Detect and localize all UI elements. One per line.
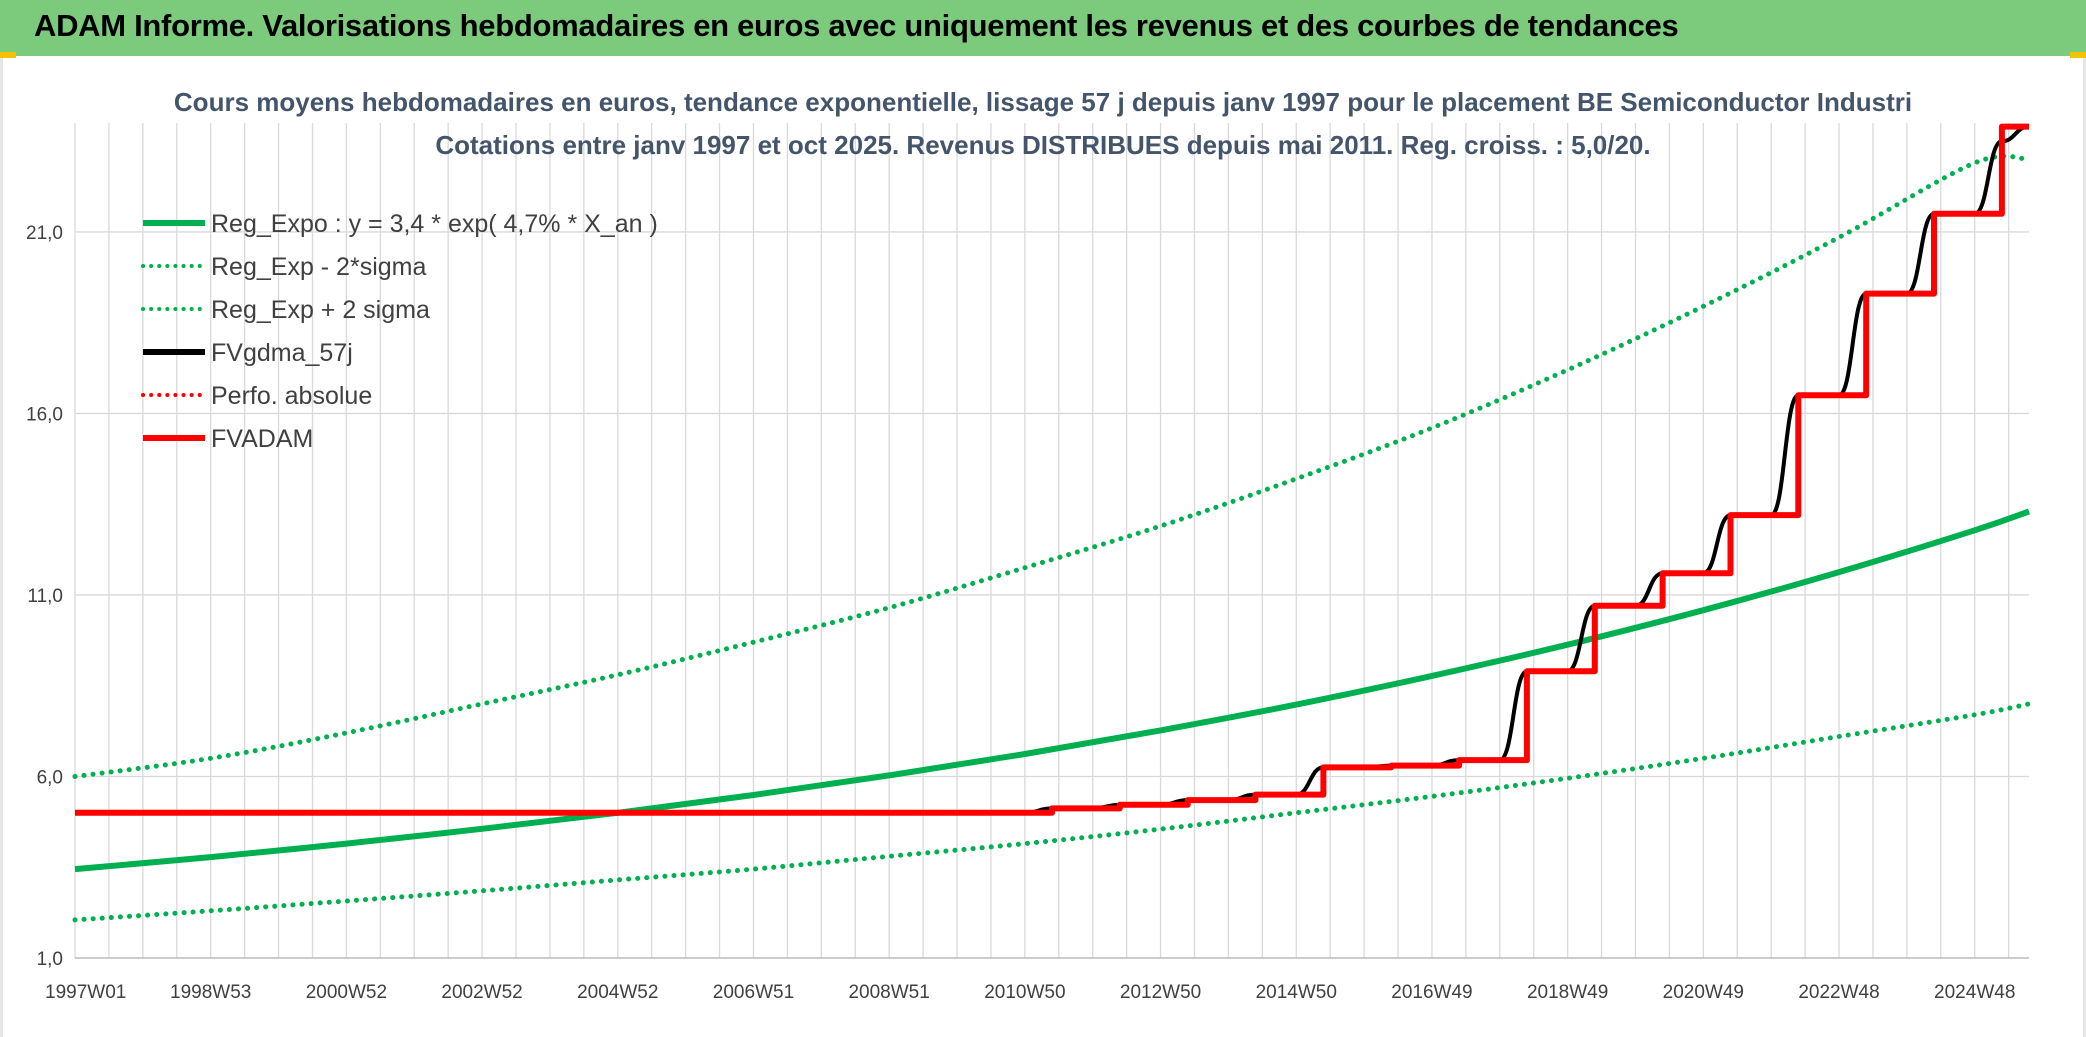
legend-label: Reg_Expo : y = 3,4 * exp( 4,7% * X_an ) [211, 210, 658, 238]
y-tick-label: 16,0 [26, 404, 63, 425]
y-axis: 1,0 6,0 11,0 16,0 21,0 [26, 223, 63, 970]
report-title: ADAM Informe. Valorisations hebdomadaire… [34, 8, 1679, 43]
x-tick-label: 2022W48 [1798, 982, 1879, 1003]
x-tick-label: 2024W48 [1934, 982, 2015, 1003]
legend-label: FVgdma_57j [211, 339, 353, 367]
x-tick-label: 1997W01 [45, 982, 126, 1003]
legend-label: Reg_Exp - 2*sigma [211, 253, 426, 281]
x-tick-label: 2012W50 [1120, 982, 1201, 1003]
corner-mark-left [0, 52, 16, 58]
x-tick-label: 1998W53 [170, 982, 251, 1003]
y-tick-label: 6,0 [37, 767, 63, 788]
series-line-fvadam [75, 123, 2029, 816]
x-tick-label: 2006W51 [713, 982, 794, 1003]
y-tick-label: 1,0 [37, 949, 63, 970]
chart-subtitle: Cotations entre janv 1997 et oct 2025. R… [435, 130, 1650, 160]
y-tick-label: 11,0 [27, 586, 63, 607]
x-tick-label: 2002W52 [441, 982, 522, 1003]
y-tick-label: 21,0 [26, 223, 63, 244]
x-tick-label: 2000W52 [306, 982, 387, 1003]
series-line-reg-exp-2-sigma [72, 153, 2032, 779]
chart-area: Cours moyens hebdomadaires en euros, ten… [0, 58, 2086, 1037]
report-banner: ADAM Informe. Valorisations hebdomadaire… [0, 0, 2086, 56]
series [72, 123, 2032, 923]
x-tick-label: 2008W51 [848, 982, 929, 1003]
x-tick-label: 2010W50 [984, 982, 1065, 1003]
x-tick-label: 2018W49 [1527, 982, 1608, 1003]
legend-label: Reg_Exp + 2 sigma [211, 296, 430, 324]
chart-title: Cours moyens hebdomadaires en euros, ten… [174, 87, 1912, 117]
legend-label: Perfo. absolue [211, 382, 372, 410]
x-tick-label: 2020W49 [1663, 982, 1744, 1003]
x-axis: 1997W01 1998W53 2000W52 2002W52 2004W52 2006W… [45, 982, 2015, 1003]
corner-mark-right [2070, 52, 2086, 58]
x-tick-label: 2004W52 [577, 982, 658, 1003]
legend-label: FVADAM [211, 425, 313, 453]
x-tick-label: 2014W50 [1256, 982, 1337, 1003]
legend: Reg_Expo : y = 3,4 * exp( 4,7% * X_an ) R… [141, 210, 658, 453]
x-tick-label: 2016W49 [1391, 982, 1472, 1003]
series-line-reg-expo-y-3-4-exp-4-7-x-an [74, 508, 2030, 873]
grid [74, 123, 2029, 959]
line-chart: Cours moyens hebdomadaires en euros, ten… [26, 87, 2032, 1003]
series-line-reg-exp-2-sigma [72, 701, 2032, 923]
